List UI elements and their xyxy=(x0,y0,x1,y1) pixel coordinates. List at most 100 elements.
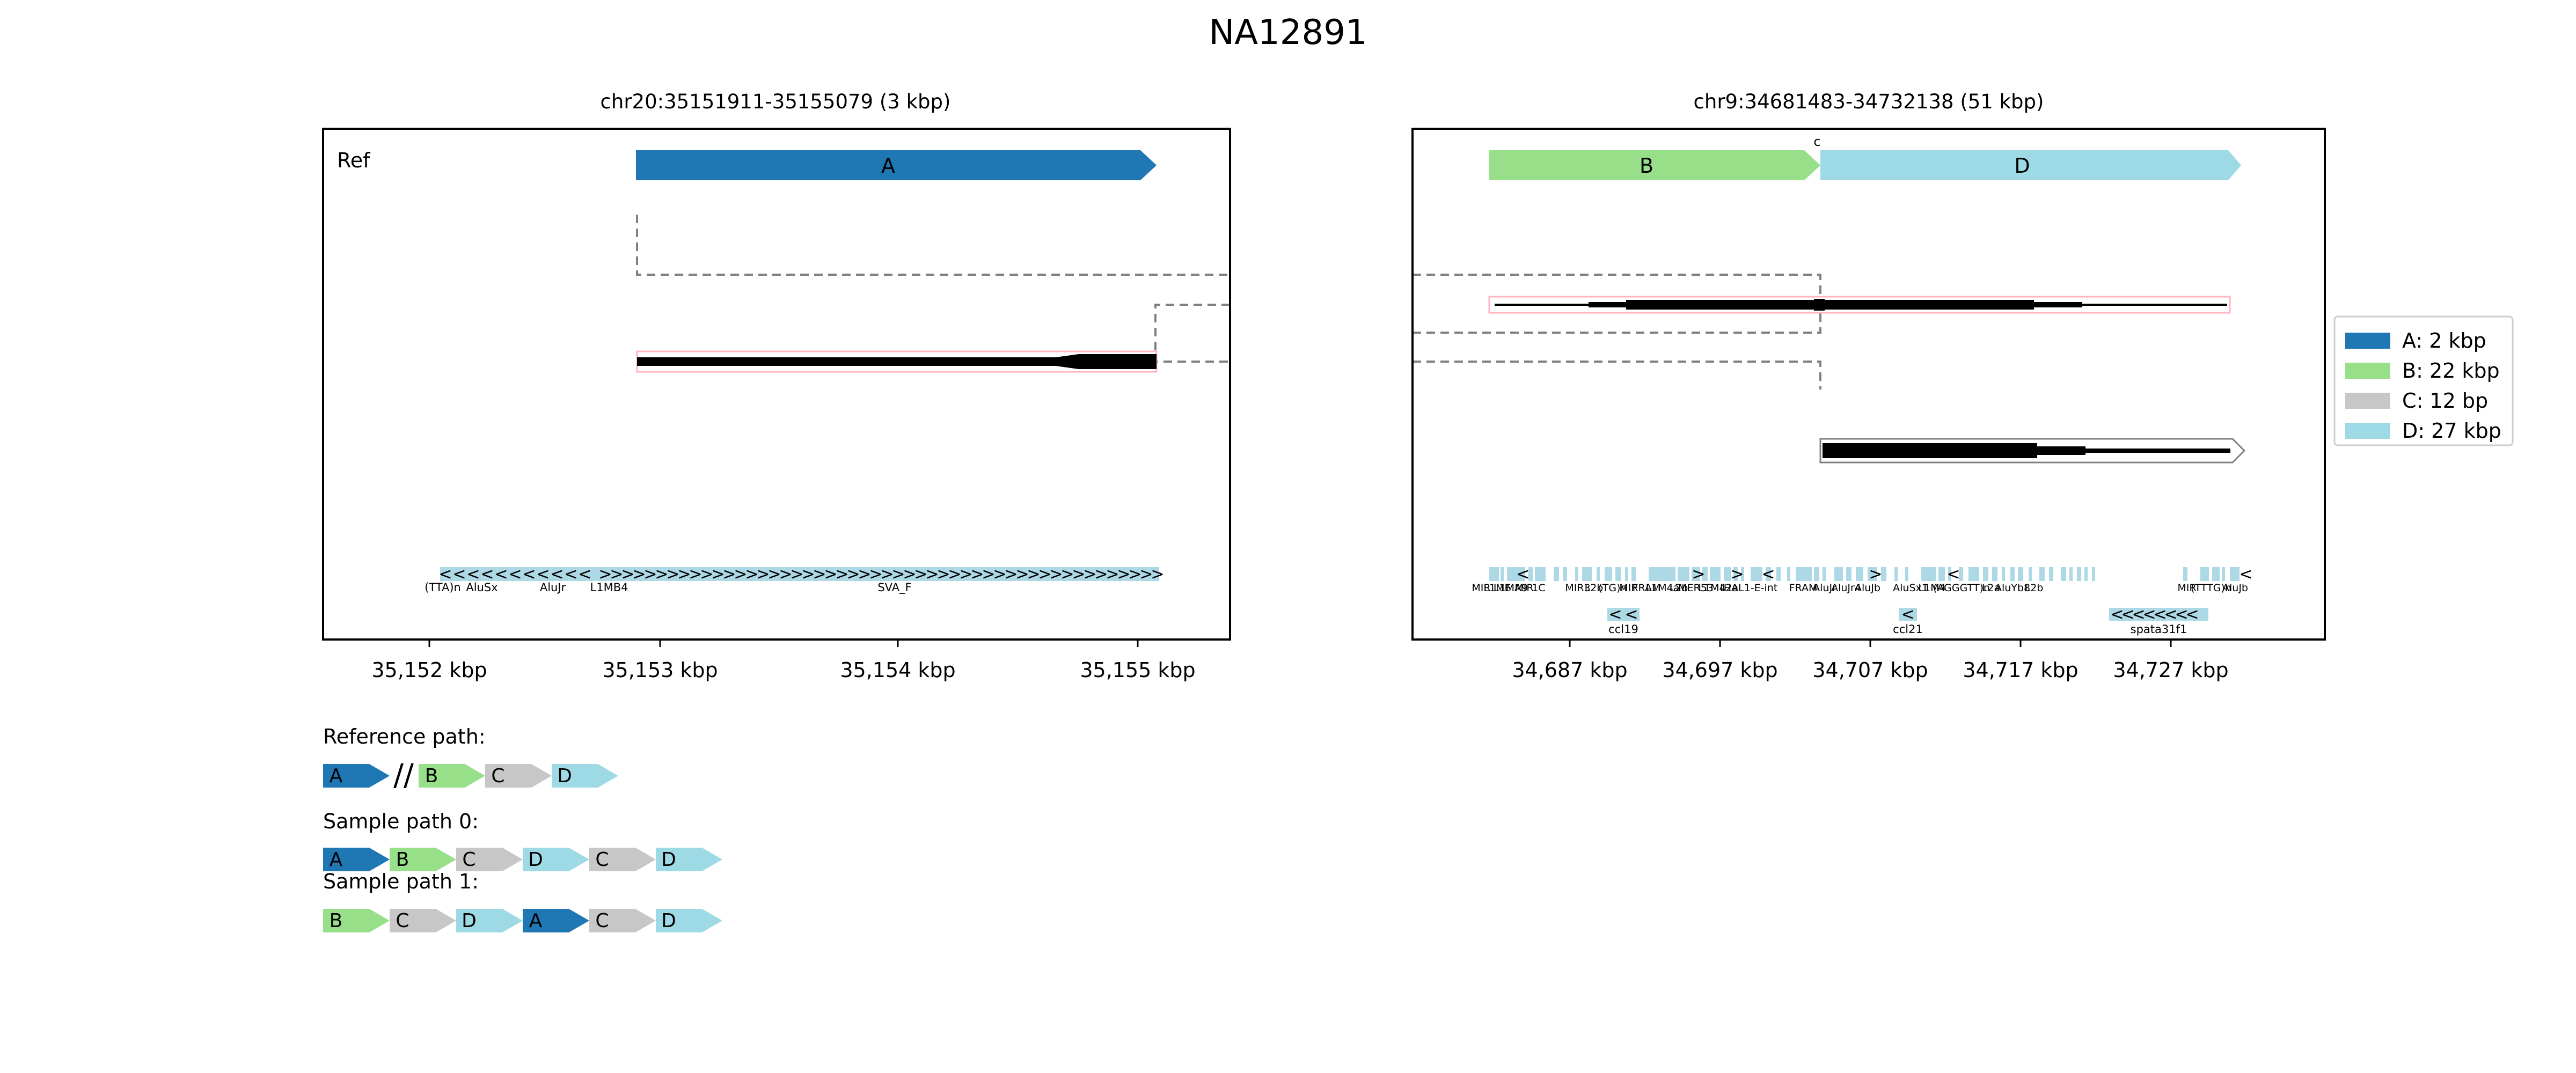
strand-chevron: < xyxy=(2239,565,2252,584)
repeat-block xyxy=(2212,567,2220,581)
path-title: Reference path: xyxy=(323,725,486,748)
strand-chevron: < xyxy=(1608,605,1622,624)
strand-chevron: > xyxy=(1094,565,1108,584)
repeat-block xyxy=(1692,567,1700,581)
strand-chevron: < xyxy=(2175,605,2188,624)
repeat-label: (TTA)n xyxy=(425,581,461,594)
x-tick-label: 34,717 kbp xyxy=(1963,658,2078,682)
repeat-label: SVA_F xyxy=(877,581,911,594)
strand-chevron: > xyxy=(846,565,860,584)
strand-chevron: > xyxy=(1869,565,1882,584)
path-block-label: C xyxy=(595,910,609,932)
gene-block xyxy=(1607,608,1640,621)
path-block-label: D xyxy=(661,910,676,932)
repeat-block xyxy=(1605,567,1612,581)
gene-block xyxy=(2109,608,2208,621)
x-tick-label: 34,727 kbp xyxy=(2113,658,2228,682)
repeat-block xyxy=(1894,567,1898,581)
segment-b-label: B xyxy=(1640,154,1653,178)
repeat-block xyxy=(1796,567,1812,581)
repeat-label: AluJb xyxy=(1855,582,1880,594)
repeat-block xyxy=(1992,567,1997,581)
x-tick-label: 35,155 kbp xyxy=(1080,658,1195,682)
strand-chevron: < xyxy=(1516,565,1529,584)
strand-chevron: < xyxy=(2185,605,2199,624)
x-tick-label: 35,152 kbp xyxy=(371,658,487,682)
repeat-block xyxy=(1563,567,1567,581)
path-block xyxy=(456,848,523,871)
strand-chevron: > xyxy=(835,565,848,584)
strand-chevron: > xyxy=(745,565,758,584)
strand-chevron: > xyxy=(970,565,984,584)
strand-chevron: > xyxy=(936,565,950,584)
strand-chevron: > xyxy=(666,565,679,584)
repeat-block xyxy=(1814,567,1819,581)
strand-chevron: < xyxy=(466,565,480,584)
strand-chevron: < xyxy=(1901,605,1914,624)
strand-chevron: < xyxy=(480,565,494,584)
repeat-block xyxy=(2049,567,2053,581)
repeat-block xyxy=(1507,567,1525,581)
strand-chevron: > xyxy=(1060,565,1074,584)
figure-title: NA12891 xyxy=(1209,13,1367,53)
ref-label: Ref xyxy=(337,149,371,172)
repeat-labels: (TTA)n AluSx AluJr L1MB4 SVA_F xyxy=(425,581,912,594)
repeat-label: AluSx1 xyxy=(1893,582,1928,594)
repeat-block xyxy=(1868,567,1877,581)
path-block-label: D xyxy=(462,910,477,932)
path-block xyxy=(419,764,485,788)
repeat-block xyxy=(1881,567,1886,581)
strand-chevron: > xyxy=(598,565,612,584)
repeat-track: < < < < < < < < < < < >>>>>>>>>>>>>>>>>>>>>>>>>>>>>… xyxy=(438,565,1164,584)
strand-chevron: > xyxy=(779,565,792,584)
repeat-label: L1M4 xyxy=(1918,582,1945,594)
strand-chevron: > xyxy=(1730,565,1744,584)
repeat-block xyxy=(1489,567,1499,581)
path-block-label: B xyxy=(425,765,438,787)
right-panel-frame xyxy=(1411,128,2326,641)
repeat-block xyxy=(2183,567,2187,581)
left-x-axis: 35,152 kbp 35,153 kbp 35,154 kbp 35,155 kbp xyxy=(371,640,1196,682)
strand-chevron: < xyxy=(2132,605,2145,624)
repeat-block xyxy=(1983,567,1988,581)
repeat-block xyxy=(1678,567,1689,581)
strand-chevron: > xyxy=(734,565,747,584)
strand-chevron: > xyxy=(903,565,916,584)
path-block-label: A xyxy=(529,910,543,932)
path-title: Sample path 0: xyxy=(323,810,479,833)
segment-a-arrow: A xyxy=(636,150,1157,180)
strand-chevron: > xyxy=(756,565,770,584)
repeat-label: (AGGGTT)n xyxy=(1933,582,1990,594)
repeat-block xyxy=(1921,567,1936,581)
repeat-label: HAL1-E-int xyxy=(1724,582,1777,594)
legend-entry: C: 12 bp xyxy=(2402,389,2488,413)
repeat-block xyxy=(1948,567,1951,581)
repeat-label: MIR xyxy=(1514,582,1533,594)
strand-chevron: > xyxy=(1049,565,1063,584)
repeat-label: MIR xyxy=(1472,582,1490,594)
path-block xyxy=(552,764,618,788)
strand-chevron: < xyxy=(494,565,508,584)
repeat-label: L1MA9 xyxy=(1494,582,1528,594)
repeat-label: MIR xyxy=(2177,582,2196,594)
strand-chevron: < xyxy=(452,565,466,584)
strand-chevron: > xyxy=(700,565,713,584)
repeat-block xyxy=(1702,567,1708,581)
gene-label: ccl19 xyxy=(1608,623,1638,636)
legend-swatch xyxy=(2345,423,2390,439)
path-block-label: B xyxy=(396,849,409,871)
path-break: // xyxy=(393,758,414,793)
path-block-label: C xyxy=(491,765,504,787)
path-block xyxy=(589,848,656,871)
strand-chevron: < xyxy=(564,565,577,584)
repeat-label: L2b xyxy=(1670,582,1688,594)
strand-chevron: > xyxy=(1139,565,1153,584)
strand-chevron: > xyxy=(1106,565,1119,584)
repeat-block xyxy=(1846,567,1851,581)
read-alignment xyxy=(1488,296,2231,314)
repeat-label: L2a xyxy=(1982,582,2000,594)
strand-chevron: > xyxy=(621,565,634,584)
path-block xyxy=(456,909,523,932)
repeat-label: AluJr xyxy=(540,581,566,594)
